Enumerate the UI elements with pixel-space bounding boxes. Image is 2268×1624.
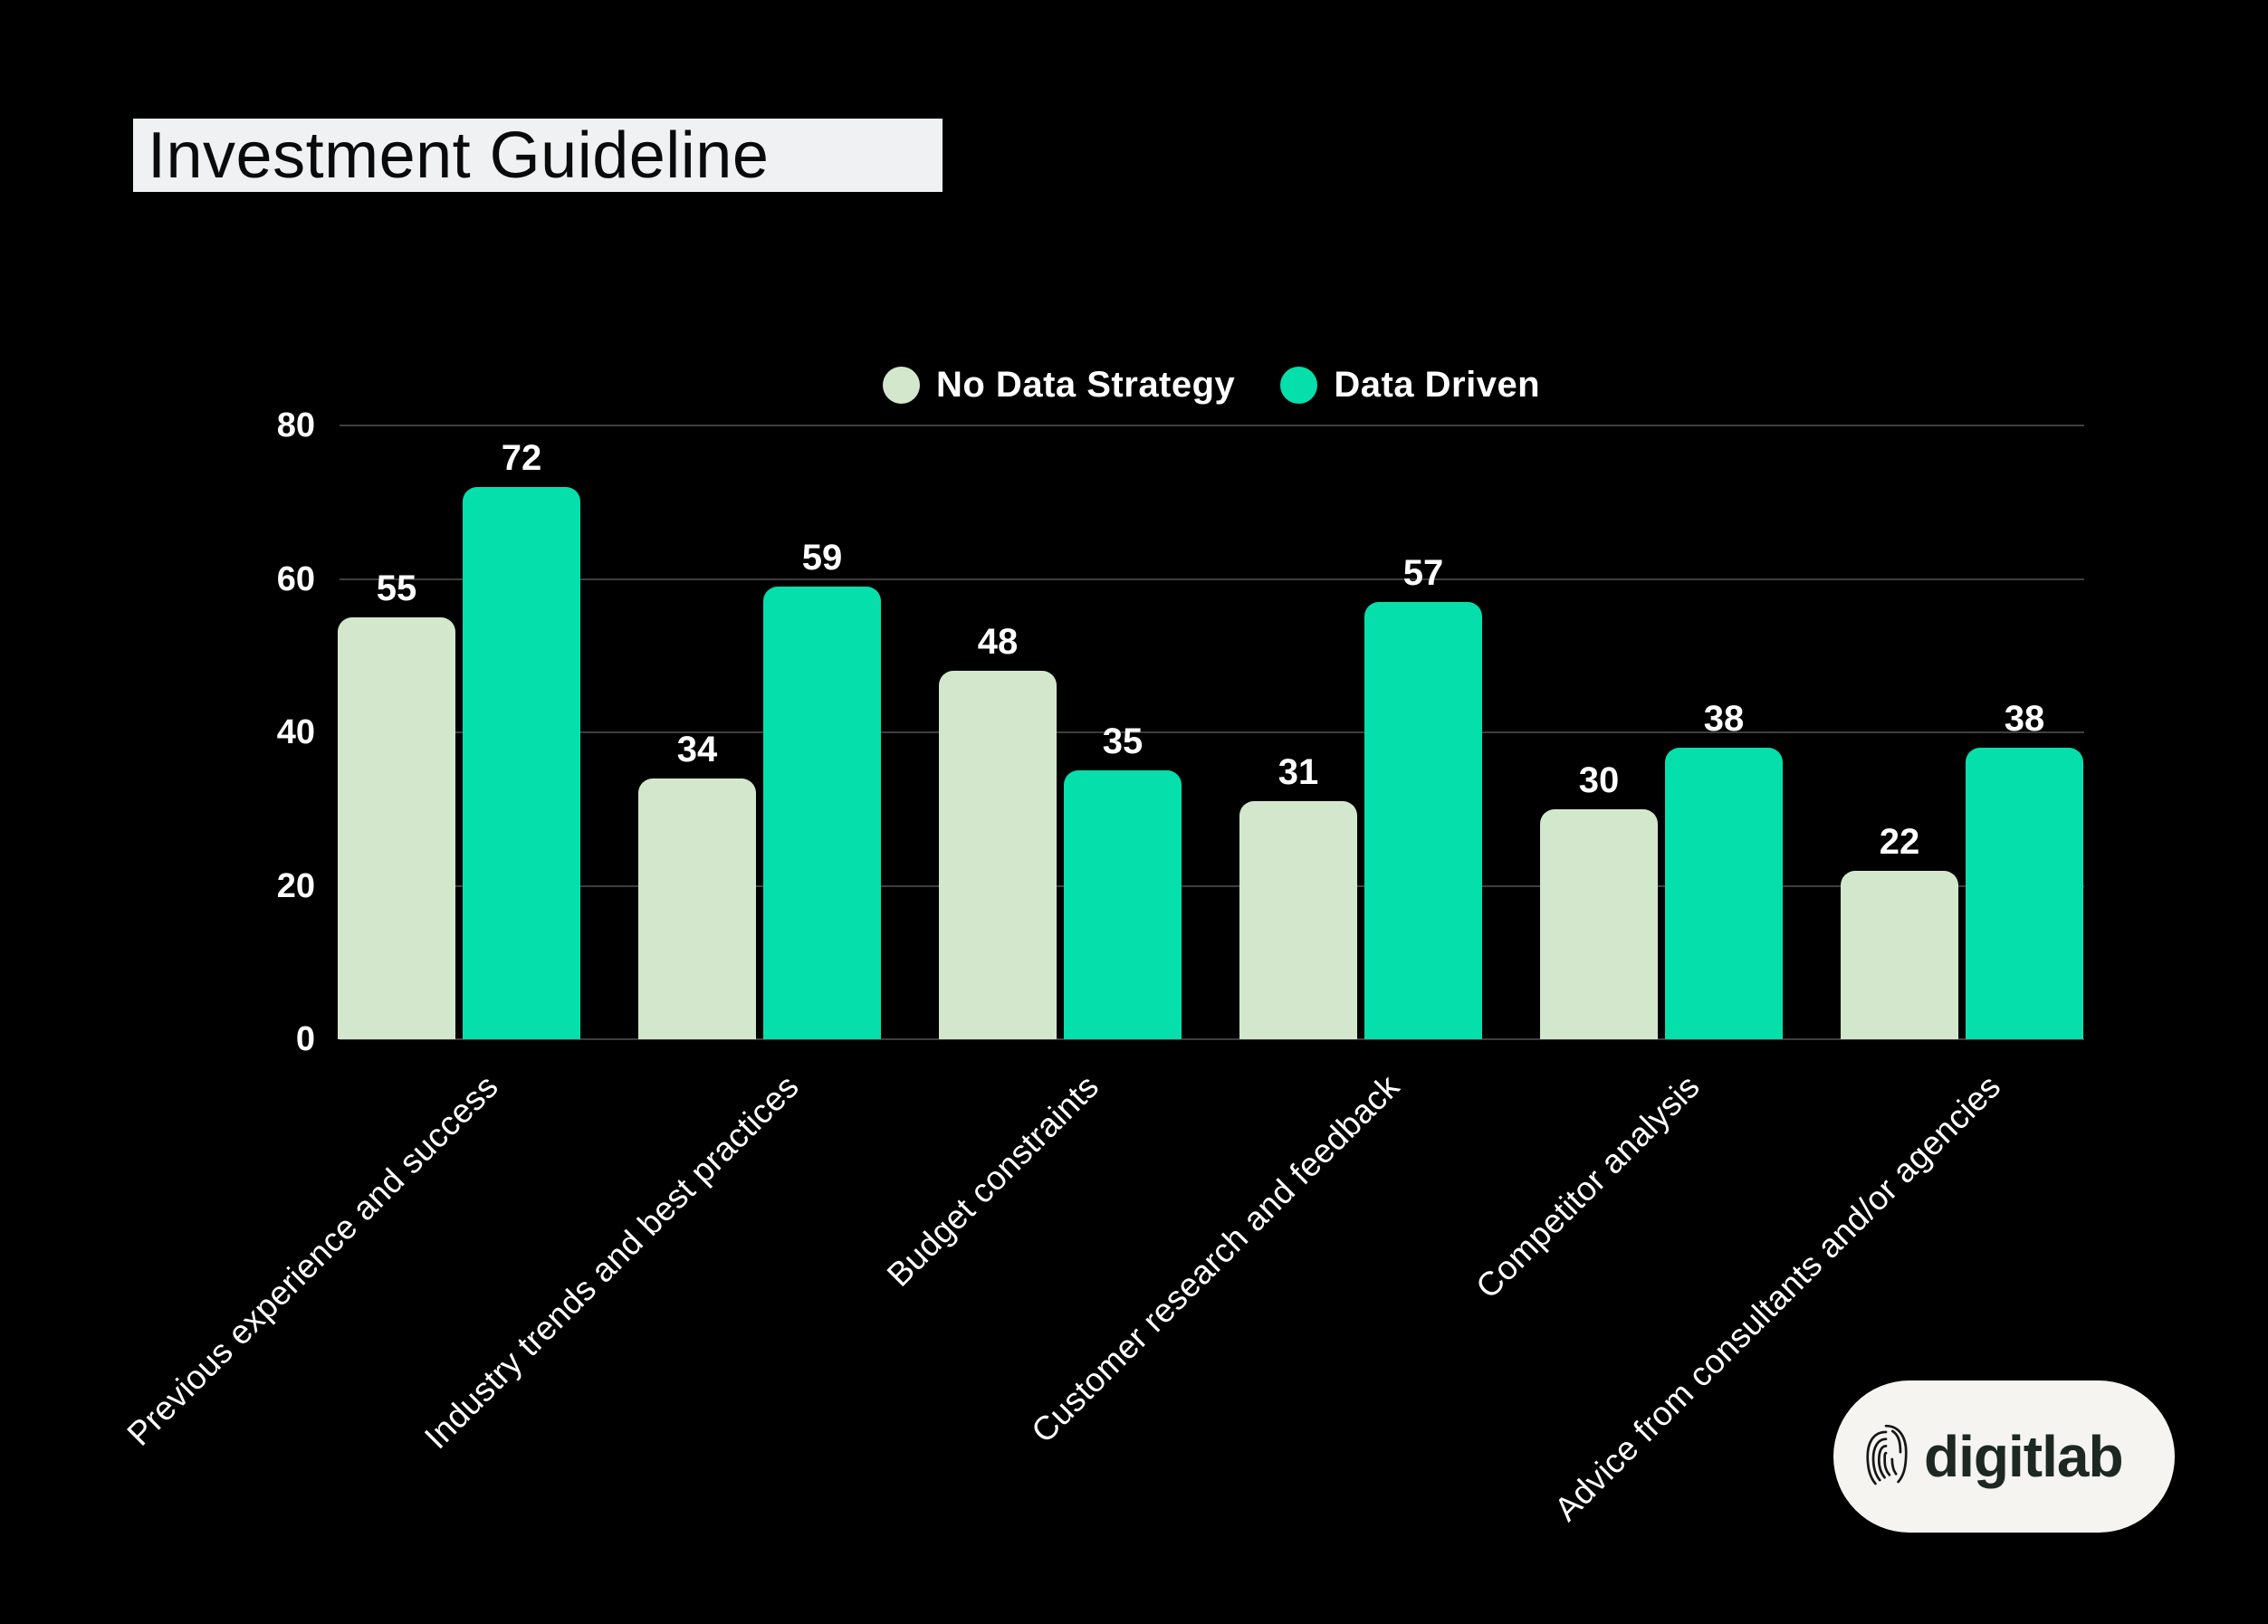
bar-value-label: 59 bbox=[801, 538, 843, 578]
bar-value-label: 55 bbox=[376, 568, 417, 608]
bar-no-data-strategy bbox=[1841, 871, 1958, 1039]
logo-text: digitlab bbox=[1924, 1424, 2124, 1489]
gridline bbox=[340, 578, 2084, 580]
bar-value-label: 22 bbox=[1879, 822, 1920, 862]
legend-item: No Data Strategy bbox=[883, 365, 1235, 406]
bar-data-driven bbox=[1364, 602, 1482, 1039]
bar-value-label: 30 bbox=[1578, 760, 1620, 800]
page-title: Investment Guideline bbox=[133, 119, 943, 192]
x-category-label: Competitor analysis bbox=[1469, 1067, 1708, 1306]
gridline bbox=[340, 884, 2084, 887]
y-axis-tick-label: 0 bbox=[295, 1020, 315, 1058]
bar-value-label: 34 bbox=[676, 730, 718, 769]
legend-label: No Data Strategy bbox=[936, 365, 1236, 405]
legend-swatch-circle bbox=[1280, 367, 1318, 404]
bar-no-data-strategy bbox=[939, 671, 1057, 1039]
bar-no-data-strategy bbox=[1540, 809, 1658, 1039]
y-axis-tick-label: 20 bbox=[276, 866, 315, 905]
bar-data-driven bbox=[1064, 770, 1182, 1039]
gridline bbox=[340, 1038, 2084, 1040]
bar-value-label: 57 bbox=[1402, 553, 1444, 593]
bar-data-driven bbox=[1966, 748, 2083, 1039]
bar-value-label: 35 bbox=[1102, 721, 1144, 761]
x-category-label: Budget constraints bbox=[879, 1067, 1106, 1294]
chart-legend: No Data Strategy Data Driven bbox=[883, 365, 1540, 406]
fingerprint-icon bbox=[1866, 1424, 1908, 1485]
bar-value-label: 31 bbox=[1278, 752, 1319, 792]
bar-no-data-strategy bbox=[638, 779, 756, 1039]
y-axis-tick-label: 60 bbox=[276, 559, 315, 598]
bar-data-driven bbox=[1665, 748, 1783, 1039]
bar-data-driven bbox=[763, 587, 881, 1039]
gridline bbox=[340, 425, 2084, 426]
bar-no-data-strategy bbox=[1239, 801, 1357, 1039]
bar-no-data-strategy bbox=[338, 617, 455, 1039]
bar-value-label: 38 bbox=[2004, 699, 2045, 739]
bar-value-label: 48 bbox=[977, 622, 1019, 662]
gridline bbox=[340, 731, 2084, 733]
bar-value-label: 38 bbox=[1703, 699, 1745, 739]
bar-data-driven bbox=[463, 487, 580, 1039]
legend-label: Data Driven bbox=[1334, 365, 1541, 405]
y-axis-tick-label: 80 bbox=[276, 406, 315, 444]
legend-item: Data Driven bbox=[1280, 365, 1540, 406]
y-axis-tick-label: 40 bbox=[276, 713, 315, 751]
digitlab-logo: digitlab bbox=[1833, 1380, 2175, 1533]
bar-value-label: 72 bbox=[501, 438, 542, 478]
legend-swatch-circle bbox=[883, 367, 920, 404]
x-category-label: Customer research and feedback bbox=[1024, 1067, 1407, 1450]
